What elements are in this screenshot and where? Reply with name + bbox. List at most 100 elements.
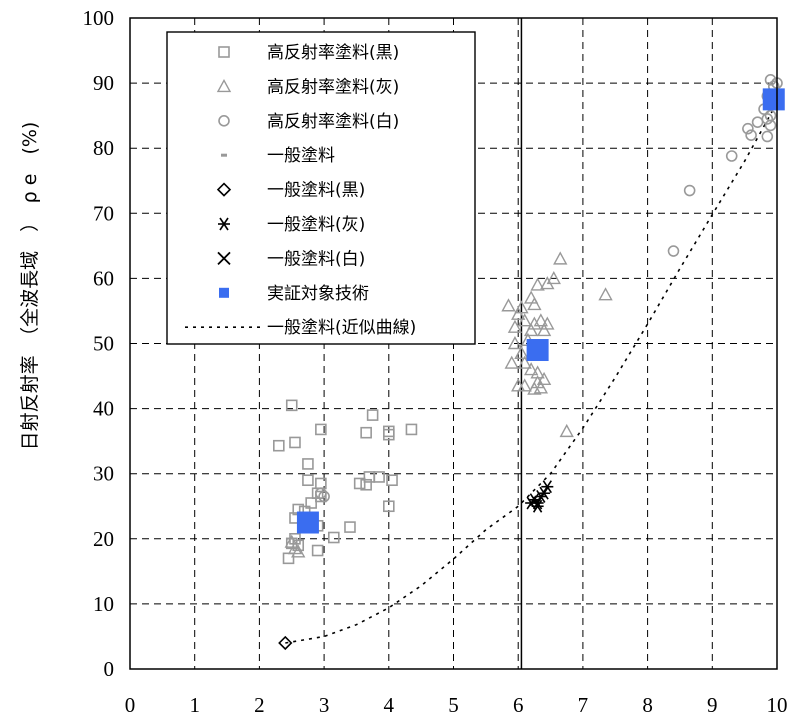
legend-label: 一般塗料(黒) bbox=[267, 180, 365, 201]
data-point bbox=[667, 245, 680, 257]
data-point bbox=[511, 378, 526, 392]
data-point bbox=[296, 511, 319, 534]
data-point bbox=[764, 119, 777, 132]
legend-label: 一般塗料(近似曲線) bbox=[267, 317, 416, 338]
data-point bbox=[282, 552, 295, 565]
data-point bbox=[328, 531, 340, 544]
legend-label: 一般塗料(白) bbox=[267, 248, 365, 269]
y-tick-label: 30 bbox=[93, 462, 114, 486]
data-point bbox=[366, 409, 379, 421]
data-point bbox=[311, 487, 324, 500]
legend-swatch bbox=[216, 78, 232, 93]
x-tick-label: 1 bbox=[189, 693, 200, 717]
data-point bbox=[526, 339, 549, 362]
data-point bbox=[745, 129, 757, 141]
data-point bbox=[536, 323, 552, 337]
y-tick-label: 60 bbox=[93, 266, 114, 290]
data-point bbox=[751, 116, 764, 128]
y-tick-label: 70 bbox=[93, 201, 114, 225]
data-point bbox=[504, 355, 519, 369]
legend-label: 高反射率塗料(灰) bbox=[267, 76, 399, 97]
data-point bbox=[353, 477, 366, 490]
data-point bbox=[553, 251, 568, 265]
data-point bbox=[517, 355, 532, 369]
data-point bbox=[725, 150, 738, 162]
data-point bbox=[764, 74, 777, 86]
x-tick-label: 4 bbox=[384, 693, 395, 717]
legend-label: 一般塗料 bbox=[267, 145, 335, 166]
x-tick-label: 8 bbox=[642, 693, 653, 717]
data-point bbox=[291, 544, 306, 558]
plot-frame bbox=[129, 17, 778, 670]
y-tick-label: 90 bbox=[93, 71, 114, 95]
data-point bbox=[344, 521, 356, 533]
data-point bbox=[405, 423, 418, 436]
legend-swatch bbox=[219, 287, 229, 298]
approximation-curve bbox=[285, 102, 778, 644]
data-point bbox=[527, 296, 542, 311]
data-point bbox=[315, 490, 327, 503]
legend-swatch bbox=[217, 251, 231, 266]
data-point bbox=[546, 270, 561, 285]
legend-swatch bbox=[218, 115, 230, 127]
legend-box bbox=[166, 31, 476, 345]
data-point bbox=[523, 323, 539, 337]
legend-swatch bbox=[216, 182, 232, 197]
data-point bbox=[514, 345, 529, 359]
x-tick-label: 3 bbox=[319, 693, 330, 717]
data-point bbox=[315, 423, 327, 436]
data-point bbox=[278, 635, 293, 651]
data-point bbox=[382, 428, 395, 441]
y-tick-label: 80 bbox=[93, 136, 114, 160]
data-point bbox=[761, 130, 774, 143]
data-point bbox=[311, 544, 324, 557]
data-point bbox=[507, 336, 523, 350]
y-tick-label: 100 bbox=[83, 6, 115, 30]
y-tick-label: 50 bbox=[93, 332, 114, 356]
x-tick-label: 6 bbox=[513, 693, 524, 717]
y-axis-label: 日射反射率 （全波長域 ） ρ e (%) bbox=[19, 122, 41, 451]
data-point bbox=[287, 541, 303, 555]
data-point bbox=[517, 313, 532, 327]
x-tick-label: 9 bbox=[707, 693, 718, 717]
x-tick-label: 10 bbox=[767, 693, 787, 717]
data-point bbox=[318, 490, 330, 503]
legend-swatch bbox=[218, 217, 230, 231]
data-point bbox=[360, 478, 372, 491]
data-point bbox=[289, 436, 301, 449]
data-point bbox=[540, 276, 555, 290]
data-point bbox=[598, 287, 613, 301]
data-point bbox=[742, 122, 754, 135]
data-point bbox=[285, 399, 298, 412]
data-point bbox=[302, 458, 314, 470]
legend-label: 高反射率塗料(白) bbox=[267, 111, 399, 132]
y-tick-label: 0 bbox=[104, 657, 115, 681]
data-point bbox=[302, 474, 314, 487]
data-point bbox=[530, 277, 545, 291]
x-tick-label: 5 bbox=[448, 693, 459, 717]
data-point bbox=[511, 306, 526, 320]
data-point bbox=[530, 375, 545, 389]
legend-swatch bbox=[218, 46, 230, 58]
data-point bbox=[536, 371, 552, 386]
data-point bbox=[315, 487, 327, 500]
y-tick-label: 20 bbox=[93, 527, 114, 551]
data-point bbox=[373, 471, 385, 483]
data-point bbox=[683, 184, 696, 197]
data-point bbox=[305, 497, 317, 509]
legend-label: 高反射率塗料(黒) bbox=[267, 42, 399, 63]
data-points bbox=[273, 74, 785, 651]
legend-label: 実証対象技術 bbox=[267, 284, 369, 304]
data-point bbox=[541, 480, 554, 494]
data-point bbox=[386, 474, 398, 487]
y-tick-label: 40 bbox=[93, 397, 114, 421]
data-point bbox=[284, 534, 299, 548]
approximation-curve-line bbox=[285, 102, 778, 644]
data-point bbox=[523, 362, 539, 376]
x-tick-label: 7 bbox=[578, 693, 589, 717]
data-point bbox=[762, 88, 785, 111]
x-tick-label: 2 bbox=[254, 693, 265, 717]
data-point bbox=[273, 439, 285, 452]
